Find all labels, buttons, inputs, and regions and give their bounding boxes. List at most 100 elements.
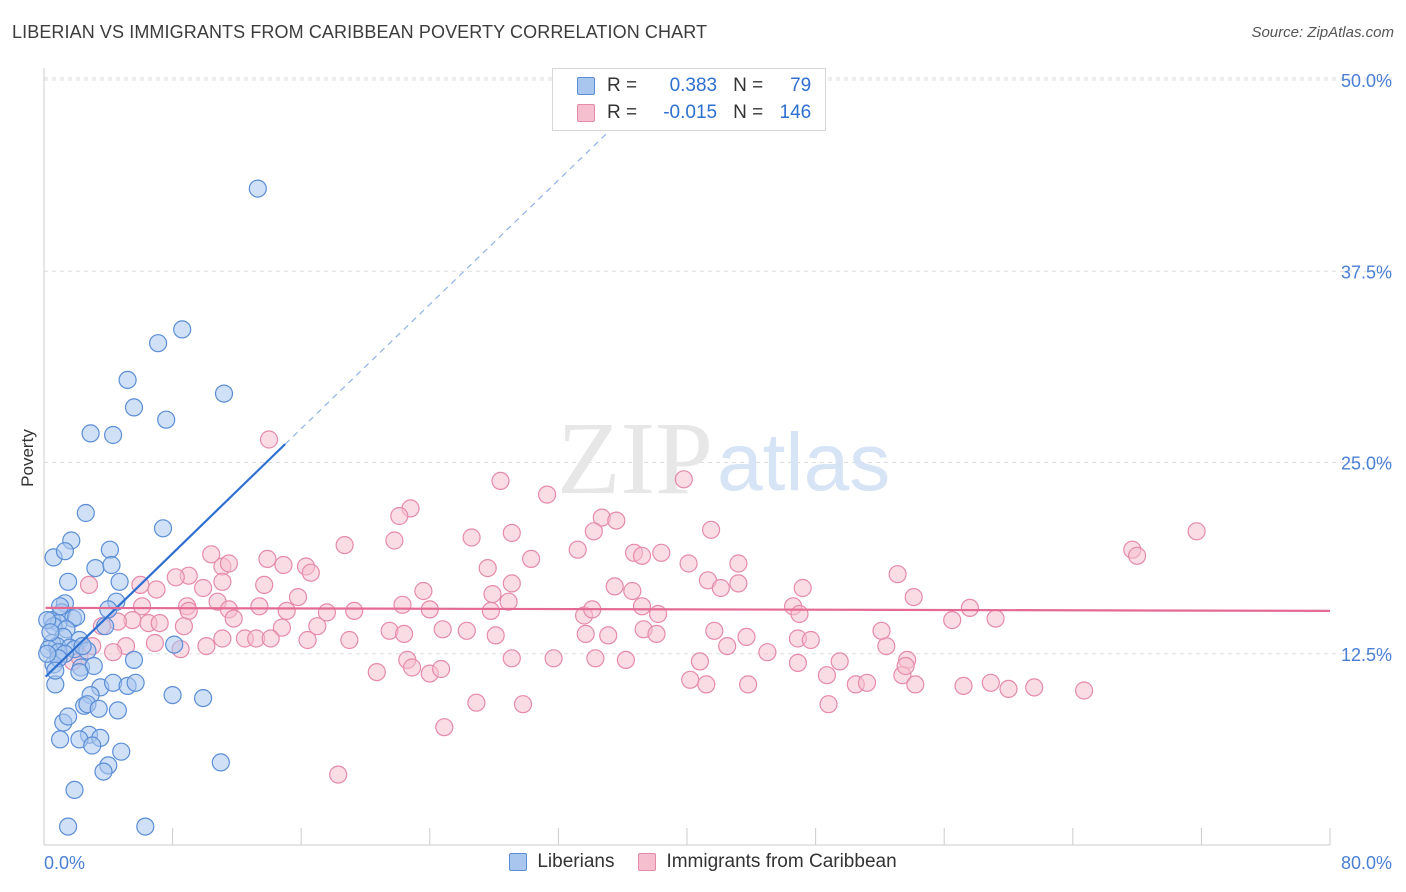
legend-label-caribbean: Immigrants from Caribbean — [666, 851, 897, 872]
caribbean-point — [385, 531, 404, 550]
liberian-point — [50, 730, 70, 749]
caribbean-point — [701, 520, 721, 539]
y-tick-label: 50.0% — [1341, 71, 1392, 91]
caribbean-point — [788, 653, 808, 673]
liberian-point — [58, 572, 78, 591]
grid-lines — [44, 77, 1392, 655]
liberian-point — [118, 370, 137, 389]
caribbean-point — [681, 670, 700, 689]
liberian-point — [248, 179, 267, 198]
series-legend: Liberians Immigrants from Caribbean — [0, 851, 1406, 873]
caribbean-point — [457, 621, 476, 640]
liberian-point — [163, 685, 182, 705]
caribbean-point — [432, 659, 451, 679]
caribbean-point — [1187, 522, 1206, 541]
caribbean-point — [817, 666, 837, 685]
caribbean-point — [1074, 681, 1094, 700]
caribbean-point — [340, 630, 359, 650]
caribbean-point — [478, 558, 497, 578]
caribbean-point — [499, 592, 518, 611]
watermark-atlas: atlas — [717, 417, 890, 508]
source-label: Source: ZipAtlas.com — [1251, 24, 1394, 41]
liberian-point — [58, 707, 78, 726]
caribbean-point — [272, 618, 291, 637]
caribbean-point — [679, 554, 698, 573]
liberian-point — [108, 701, 128, 720]
y-tick-label: 37.5% — [1341, 262, 1392, 282]
caribbean-point — [872, 621, 891, 640]
caribbean-point — [288, 587, 308, 607]
caribbean-point — [906, 675, 925, 694]
caribbean-point — [801, 630, 820, 650]
liberian-point — [50, 597, 70, 616]
caribbean-point — [308, 617, 327, 636]
caribbean-point — [513, 695, 533, 714]
x-tick-label-max: 80.0% — [1341, 853, 1392, 873]
caribbean-point — [166, 568, 185, 587]
legend-n-value: 79 — [790, 75, 812, 96]
caribbean-point — [690, 652, 710, 671]
legend-row-caribbean: R = -0.015 N = 146 — [577, 101, 811, 125]
caribbean-point — [623, 581, 642, 601]
caribbean-point — [1025, 678, 1044, 697]
caribbean-point — [599, 626, 618, 645]
caribbean-point — [147, 580, 166, 599]
caribbean-point — [277, 601, 296, 621]
chart-title: LIBERIAN VS IMMIGRANTS FROM CARIBBEAN PO… — [12, 22, 708, 42]
caribbean-point — [259, 430, 279, 449]
caribbean-point — [632, 546, 652, 565]
y-tick-label: 12.5% — [1341, 645, 1392, 665]
caribbean-point — [537, 485, 557, 504]
caribbean-point — [738, 675, 758, 694]
legend-item-caribbean[interactable]: Immigrants from Caribbean — [638, 851, 897, 873]
liberian-point — [124, 398, 144, 417]
y-axis-title: Poverty — [18, 429, 37, 487]
liberian-point — [157, 410, 176, 429]
caribbean-point — [888, 565, 907, 584]
legend-swatch-pink — [577, 104, 595, 122]
caribbean-point — [790, 604, 809, 624]
caribbean-point — [648, 604, 668, 624]
caribbean-point — [616, 650, 636, 670]
legend-n-value: 146 — [779, 102, 812, 123]
legend-r-value: -0.015 — [663, 102, 718, 123]
caribbean-point — [367, 662, 386, 682]
liberian-point — [110, 572, 129, 591]
legend-swatch-blue — [577, 77, 595, 95]
legend-n-label: N = — [733, 75, 764, 96]
caribbean-point — [414, 581, 433, 601]
liberian-point — [211, 753, 230, 772]
caribbean-point — [647, 624, 666, 644]
caribbean-point — [462, 528, 481, 547]
caribbean-point — [576, 624, 595, 644]
liberian-point — [73, 636, 92, 656]
caribbean-point — [502, 649, 521, 668]
liberian-point — [165, 635, 184, 654]
caribbean-point — [605, 577, 624, 596]
liberian-point — [83, 736, 102, 755]
liberian-point — [124, 650, 144, 670]
caribbean-point — [329, 765, 348, 784]
caribbean-point — [298, 630, 317, 650]
caribbean-point — [224, 609, 243, 628]
caribbean-point — [467, 693, 486, 712]
axes — [43, 68, 1331, 846]
caribbean-point — [435, 718, 454, 737]
liberian-point — [81, 424, 100, 443]
caribbean-point — [705, 621, 724, 640]
caribbean-point — [194, 578, 213, 598]
liberian-point — [94, 762, 113, 781]
caribbean-point — [486, 626, 505, 645]
caribbean-point — [1127, 546, 1147, 565]
caribbean-point — [403, 658, 422, 677]
caribbean-point — [521, 549, 541, 569]
caribbean-point — [943, 610, 962, 630]
caribbean-point — [213, 629, 232, 648]
legend-item-liberians[interactable]: Liberians — [509, 851, 614, 873]
liberian-point — [55, 542, 75, 561]
caribbean-point — [483, 584, 502, 604]
caribbean-point — [150, 613, 169, 633]
liberian-point — [65, 780, 84, 800]
caribbean-point — [335, 535, 354, 555]
